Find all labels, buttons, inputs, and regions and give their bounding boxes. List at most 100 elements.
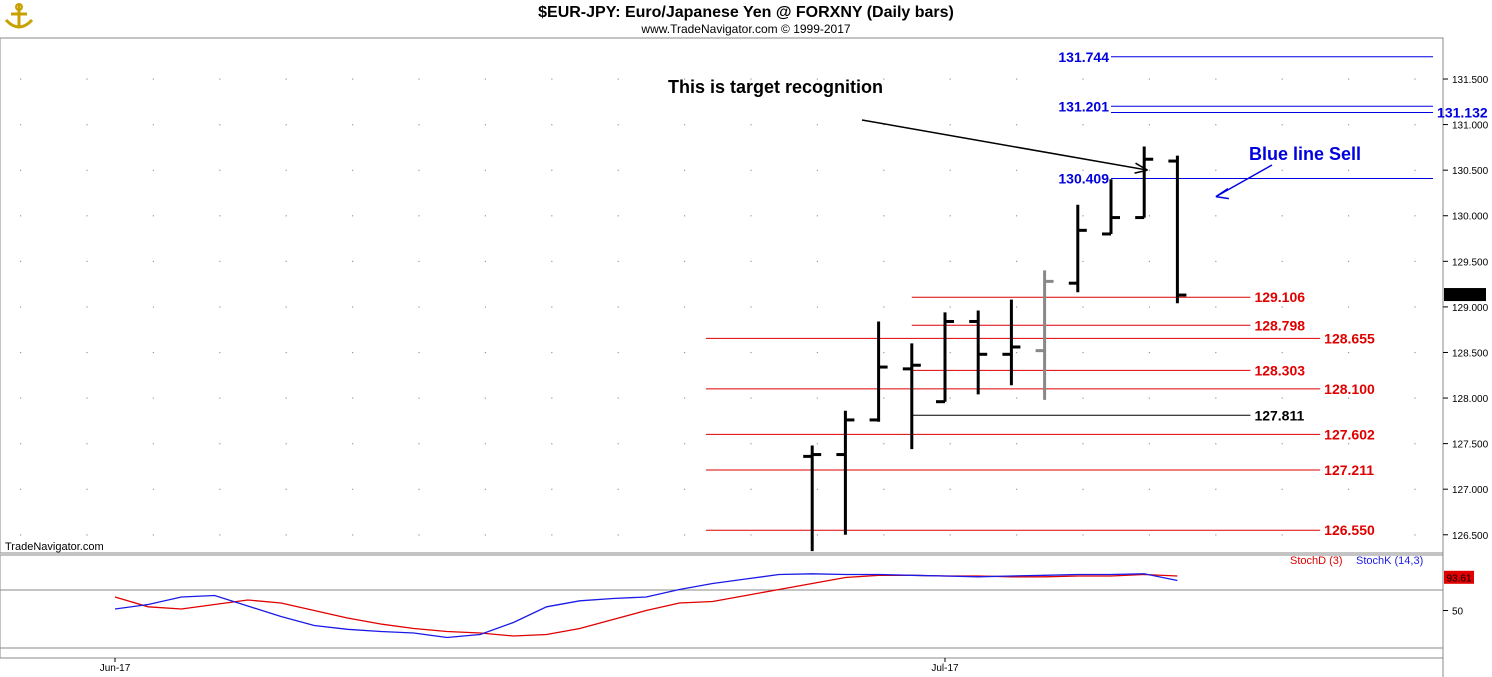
grid-dot	[1016, 260, 1018, 262]
grid-dot	[1348, 397, 1350, 399]
y-tick-label: 130.000	[1452, 212, 1489, 223]
y-tick-label: 127.000	[1452, 485, 1489, 496]
y-tick-label: 129.500	[1452, 257, 1489, 268]
chart-subtitle: www.TradeNavigator.com © 1999-2017	[640, 22, 850, 36]
grid-dot	[684, 78, 686, 80]
grid-dot	[1016, 215, 1018, 217]
grid-dot	[750, 260, 752, 262]
grid-dot	[949, 78, 951, 80]
grid-dot	[152, 488, 154, 490]
grid-dot	[684, 215, 686, 217]
grid-dot	[551, 306, 553, 308]
grid-dot	[1016, 78, 1018, 80]
grid-dot	[285, 443, 287, 445]
grid-dot	[352, 169, 354, 171]
grid-dot	[1348, 124, 1350, 126]
grid-dot	[20, 260, 22, 262]
grid-dot	[1348, 443, 1350, 445]
level-label: 127.602	[1324, 426, 1375, 442]
grid-dot	[816, 352, 818, 354]
price-bars	[803, 146, 1187, 552]
grid-dot	[285, 78, 287, 80]
grid-dot	[617, 260, 619, 262]
grid-dot	[1016, 124, 1018, 126]
grid-dot	[816, 306, 818, 308]
level-label: 127.811	[1254, 407, 1304, 423]
x-tick-label: Jul-17	[931, 663, 959, 674]
grid-dot	[551, 534, 553, 536]
grid-dot	[1016, 306, 1018, 308]
grid-dot	[86, 488, 88, 490]
grid-dot	[1215, 169, 1217, 171]
grid-dot	[883, 534, 885, 536]
grid-dot	[152, 215, 154, 217]
grid-dot	[484, 260, 486, 262]
grid-dot	[20, 306, 22, 308]
ohlc-bar	[836, 410, 855, 535]
grid-dot	[1414, 443, 1416, 445]
chart-title: $EUR-JPY: Euro/Japanese Yen @ FORXNY (Da…	[538, 4, 954, 21]
arrow-line	[861, 119, 1148, 171]
grid-dot	[219, 397, 221, 399]
stoch-k-legend: StochK (14,3)	[1356, 555, 1423, 567]
grid-dot	[617, 397, 619, 399]
grid-dot	[484, 534, 486, 536]
grid-dot	[1148, 169, 1150, 171]
grid-dot	[484, 169, 486, 171]
grid-dot	[617, 488, 619, 490]
y-tick-label: 128.000	[1452, 394, 1489, 405]
y-tick-label: 126.500	[1452, 531, 1489, 542]
grid-dot	[1148, 443, 1150, 445]
ohlc-bar	[936, 312, 954, 404]
grid-dot	[750, 78, 752, 80]
grid-dot	[551, 443, 553, 445]
grid-dot	[617, 352, 619, 354]
level-lines: 131.744 131.201 131.132 130.409 129.106 128.7…	[705, 49, 1488, 538]
grid-dot	[1148, 78, 1150, 80]
grid-dot	[684, 488, 686, 490]
grid-dot	[1082, 78, 1084, 80]
grid-dot	[1281, 260, 1283, 262]
grid-dot	[883, 306, 885, 308]
grid-dot	[1148, 488, 1150, 490]
grid-dot	[1148, 352, 1150, 354]
grid-dot	[219, 169, 221, 171]
grid-dot	[551, 169, 553, 171]
grid-dot	[285, 260, 287, 262]
grid-dot	[1082, 443, 1084, 445]
grid-dot	[352, 215, 354, 217]
grid-dot	[1281, 443, 1283, 445]
grid-dot	[816, 260, 818, 262]
grid-dot	[1281, 534, 1283, 536]
grid-dot	[750, 215, 752, 217]
grid-dot	[949, 488, 951, 490]
grid-dot	[1348, 534, 1350, 536]
annotation-target: This is target recognition	[668, 77, 883, 97]
last-price-label: 129.130	[1447, 291, 1484, 302]
grid-dot	[484, 443, 486, 445]
grid-dot	[750, 443, 752, 445]
grid-dot	[816, 78, 818, 80]
grid-dot	[152, 306, 154, 308]
ohlc-bar	[1168, 155, 1187, 304]
grid-dot	[949, 397, 951, 399]
grid-dot	[86, 215, 88, 217]
grid-dot	[86, 260, 88, 262]
y-tick-label: 131.500	[1452, 75, 1489, 86]
grid-dot	[352, 488, 354, 490]
stoch-last-label: 93.61	[1446, 573, 1471, 584]
grid-dot	[684, 443, 686, 445]
ohlc-bar	[1068, 204, 1087, 293]
grid-dot	[20, 488, 22, 490]
stochastic-pane	[0, 554, 1444, 659]
grid-dot	[1348, 260, 1350, 262]
grid-dot	[1016, 352, 1018, 354]
grid-dot	[1082, 124, 1084, 126]
grid-dot	[1148, 124, 1150, 126]
grid-dot	[1414, 352, 1416, 354]
grid-dot	[816, 169, 818, 171]
grid-dot	[484, 124, 486, 126]
arrow-head	[1134, 162, 1148, 174]
grid-dot	[883, 215, 885, 217]
